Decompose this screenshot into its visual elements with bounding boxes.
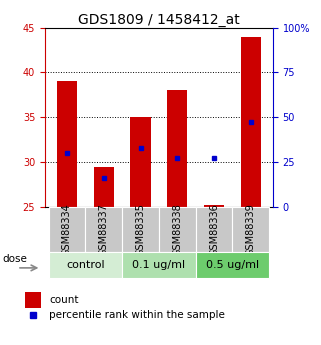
Bar [241,37,261,207]
Bar [94,167,114,207]
Text: dose: dose [2,254,27,264]
Text: GSM88335: GSM88335 [135,203,145,256]
Bar [130,117,151,207]
Bar [196,252,269,278]
Text: GSM88337: GSM88337 [99,203,109,256]
Text: 0.5 ug/ml: 0.5 ug/ml [206,260,259,270]
Bar [159,207,196,252]
Text: percentile rank within the sample: percentile rank within the sample [49,310,225,320]
Text: GSM88334: GSM88334 [62,203,72,256]
Bar [48,207,85,252]
Bar [57,81,77,207]
Text: 0.1 ug/ml: 0.1 ug/ml [132,260,186,270]
Bar [25,293,40,308]
Bar [204,205,224,207]
Text: GSM88339: GSM88339 [246,203,256,256]
Bar [122,207,159,252]
Text: count: count [49,295,79,305]
Bar [167,90,187,207]
Bar [122,252,196,278]
Bar [85,207,122,252]
Bar [232,207,269,252]
Text: GSM88338: GSM88338 [172,203,182,256]
Text: GSM88336: GSM88336 [209,203,219,256]
Bar [48,252,122,278]
Bar [196,207,232,252]
Title: GDS1809 / 1458412_at: GDS1809 / 1458412_at [78,12,240,27]
Text: control: control [66,260,105,270]
